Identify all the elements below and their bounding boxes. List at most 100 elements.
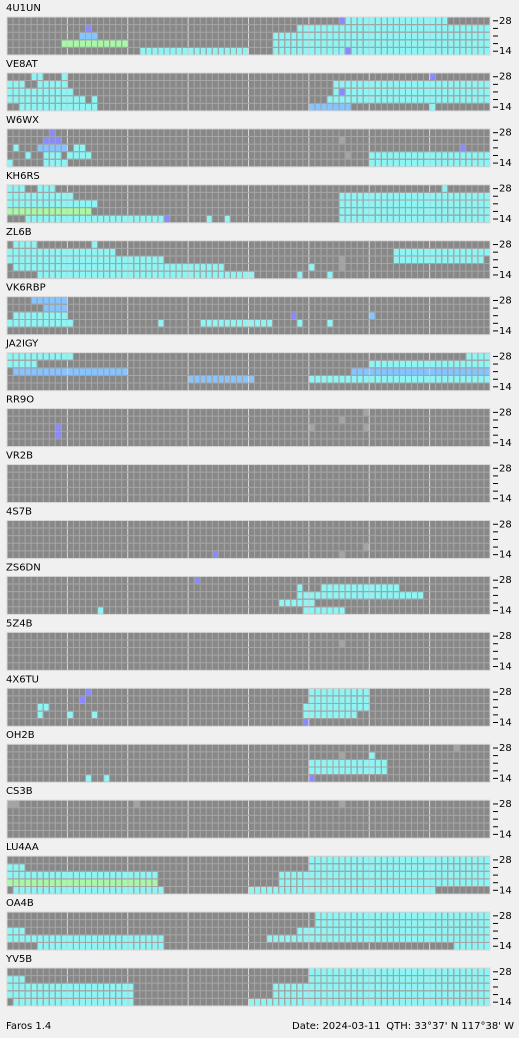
cell [303, 711, 309, 719]
cell [345, 976, 351, 983]
cell [55, 320, 61, 327]
cell [79, 200, 85, 208]
cell [418, 887, 424, 894]
cell [345, 879, 351, 886]
cell [442, 25, 448, 32]
cell [430, 208, 436, 215]
cell [333, 759, 339, 767]
cell [357, 912, 363, 920]
cell [25, 998, 31, 1006]
cell [279, 871, 285, 879]
cell [31, 215, 37, 223]
cell [466, 208, 472, 215]
cell [375, 879, 381, 886]
cell [369, 864, 375, 871]
cell [122, 871, 128, 879]
cell [381, 968, 387, 976]
cell [61, 353, 67, 360]
cell [369, 887, 375, 894]
cell [357, 200, 363, 208]
cell [279, 983, 285, 991]
cell [31, 297, 37, 304]
cell [363, 409, 369, 416]
cell [315, 983, 321, 991]
cell [430, 991, 436, 998]
cell [478, 998, 484, 1006]
cell [478, 152, 484, 159]
cell [345, 592, 351, 599]
cell [315, 968, 321, 976]
cell [472, 991, 478, 998]
cell [309, 767, 315, 775]
cell [134, 871, 140, 879]
cell [387, 208, 393, 215]
cell [37, 96, 43, 103]
cell [442, 40, 448, 47]
cell [134, 935, 140, 942]
cell [399, 375, 405, 383]
cell [55, 152, 61, 159]
cell [448, 879, 454, 886]
cell [454, 215, 460, 223]
cell [321, 887, 327, 894]
cell [315, 864, 321, 871]
cell [61, 81, 67, 88]
cell [55, 208, 61, 215]
cell [393, 856, 399, 864]
cell [92, 256, 98, 264]
cell [104, 871, 110, 879]
cell [273, 40, 279, 47]
cell [333, 879, 339, 886]
cell [37, 998, 43, 1006]
cell [236, 271, 242, 279]
cell [460, 879, 466, 886]
cell [460, 976, 466, 983]
cell [279, 991, 285, 998]
band-label: 14 [499, 270, 512, 281]
cell [273, 47, 279, 55]
cell [351, 592, 357, 599]
cell [478, 912, 484, 920]
cell [454, 856, 460, 864]
cell [110, 991, 116, 998]
cell [315, 40, 321, 47]
cell [315, 703, 321, 711]
cell [381, 912, 387, 920]
cell [25, 991, 31, 998]
cell [357, 592, 363, 599]
cell [128, 871, 134, 879]
cell [478, 256, 484, 264]
cell [484, 871, 490, 879]
cell [79, 696, 85, 703]
cell [170, 271, 176, 279]
cell [140, 887, 146, 894]
cell [285, 998, 291, 1006]
cell [158, 215, 164, 223]
cell [466, 942, 472, 950]
cell [79, 264, 85, 271]
cell [49, 368, 55, 375]
cell [454, 360, 460, 368]
cell [405, 935, 412, 942]
cell [381, 32, 387, 40]
cell [430, 912, 436, 920]
cell [291, 879, 297, 886]
cell [405, 47, 412, 55]
cell [218, 47, 224, 55]
cell [454, 192, 460, 200]
cell [393, 81, 399, 88]
cell [327, 25, 333, 32]
cell [297, 25, 303, 32]
cell [146, 935, 152, 942]
cell [363, 856, 369, 864]
cell [164, 264, 170, 271]
cell [424, 192, 430, 200]
cell [339, 192, 345, 200]
cell [31, 360, 37, 368]
beacon-name: OH2B [6, 730, 35, 741]
cell [345, 192, 351, 200]
cell [436, 375, 442, 383]
cell [448, 88, 454, 96]
cell [405, 864, 412, 871]
